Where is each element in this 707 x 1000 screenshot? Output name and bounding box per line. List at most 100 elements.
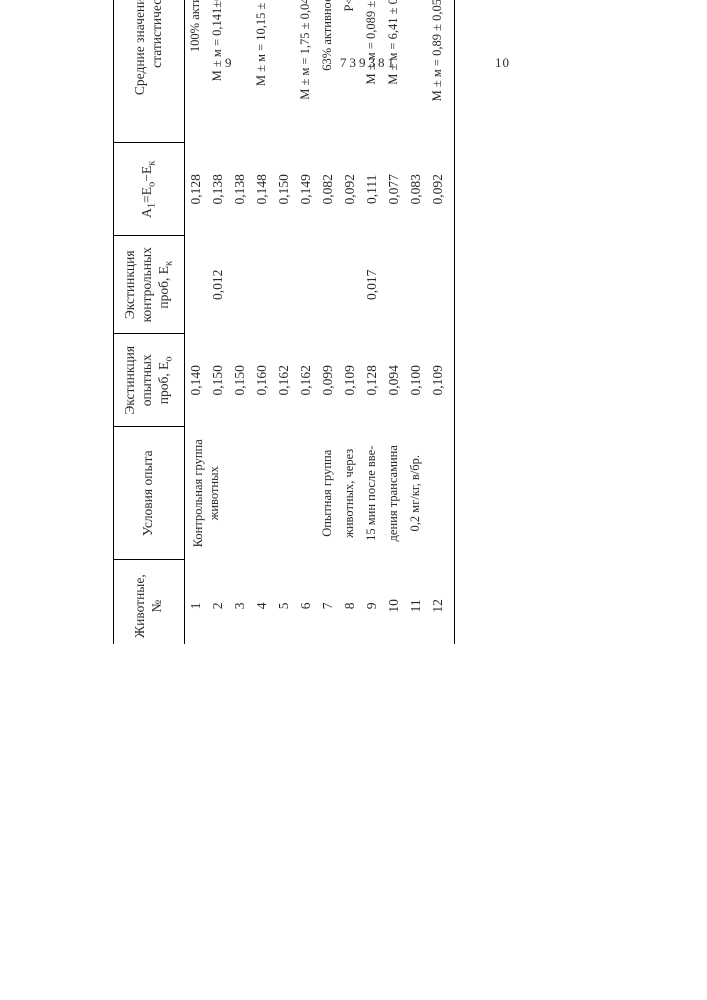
cell-stat: или: [273, 0, 295, 143]
cell-a1: 0,092: [427, 143, 455, 236]
cell-cond: дения трансамина: [383, 427, 405, 560]
table-row: 9 15 мин после вве- 0,128 0,017 0,111 M …: [361, 0, 383, 644]
table-container: Т а б л и ц а 2 Животные, № Условия опыт…: [90, 0, 570, 644]
cell-eo: 0,128: [361, 334, 383, 427]
cell-no: 11: [405, 560, 427, 644]
cell-ek: [273, 236, 295, 334]
cell-ek: [317, 236, 339, 334]
table-row: 8 животных, через 0,109 0,092 P<0,001: [339, 0, 361, 644]
cell-cond: [427, 427, 455, 560]
cell-stat: или: [405, 0, 427, 143]
cell-ek: [229, 236, 251, 334]
table-row: 6 0,162 0,149 M ± м = 1,75 ± 0,04 (нмоль…: [295, 0, 317, 644]
cell-eo: 0,109: [427, 334, 455, 427]
cell-ek: [184, 236, 207, 334]
cell-stat: M ± м = 0,141±0,0035(ед.экст./пр.): [207, 0, 229, 143]
th-a1-s2: о: [147, 182, 158, 187]
cell-stat: M ± м = 0,89 ± 0,05 (нмоль/мг. белка/мин…: [427, 0, 455, 143]
cell-stat: M ± м = 10,15 ± 0,25 (мкмоль/г.тк/ч): [251, 0, 273, 143]
th-eo-l1: Экстинкция: [122, 346, 137, 415]
th-ek-l3: проб, E: [156, 266, 171, 309]
cell-a1: 0,149: [295, 143, 317, 236]
cell-stat: M ± м = 0,089 ± 0,0049(ед.экст./пр.): [361, 0, 383, 143]
cell-no: 9: [361, 560, 383, 644]
table-row: 4 0,160 0,148 M ± м = 10,15 ± 0,25 (мкмо…: [251, 0, 273, 644]
cell-eo: 0,100: [405, 334, 427, 427]
cell-stat: M ± м = 1,75 ± 0,04 (нмоль/мг.белка/мин): [295, 0, 317, 143]
cell-stat: M ± м = 6,41 ± 0,36 (мкмоль/г.тк/ч);: [383, 0, 405, 143]
th-cond: Условия опыта: [114, 427, 185, 560]
cell-eo: 0,150: [207, 334, 229, 427]
cell-ek: [295, 236, 317, 334]
th-ek-l2: контрольных: [139, 247, 154, 322]
th-stat: Средние значения активности МАО, статист…: [114, 0, 185, 143]
th-stat-l2: статистические показатели: [149, 0, 164, 68]
cell-ek: [339, 236, 361, 334]
cell-a1: 0,138: [229, 143, 251, 236]
cell-a1: 0,083: [405, 143, 427, 236]
table-row: 12 0,109 0,092 M ± м = 0,89 ± 0,05 (нмол…: [427, 0, 455, 644]
table-row: 11 0,2 мг/кг, в/бр. 0,100 0,083 или: [405, 0, 427, 644]
th-ek: Экстинкция контрольных проб, Eк: [114, 236, 185, 334]
cell-cond: [295, 427, 317, 560]
cell-no: 4: [251, 560, 273, 644]
cell-a1: 0,092: [339, 143, 361, 236]
cell-cond: животных, через: [339, 427, 361, 560]
cell-a1: 0,111: [361, 143, 383, 236]
table-row: 7 Опытная группа 0,099 0,082 63% активно…: [317, 0, 339, 644]
cell-eo: 0,162: [295, 334, 317, 427]
cell-no: 10: [383, 560, 405, 644]
cell-eo: 0,160: [251, 334, 273, 427]
cell-no: 7: [317, 560, 339, 644]
th-ek-l1: Экстинкция: [122, 250, 137, 319]
cell-a1: 0,082: [317, 143, 339, 236]
th-eo: Экстинкция опытных проб, Eо: [114, 334, 185, 427]
cell-ek: 0,017: [361, 236, 383, 334]
th-a1: A1=Eо−Eк: [114, 143, 185, 236]
cell-cond-1: Контрольная группа животных: [184, 427, 229, 560]
table-row: 10 дения трансамина 0,094 0,077 M ± м = …: [383, 0, 405, 644]
cell-no: 3: [229, 560, 251, 644]
cell-eo: 0,099: [317, 334, 339, 427]
table-row: 1 Контрольная группа животных 0,140 0,12…: [184, 0, 207, 644]
cell-stat: 63% активности МАО; t=10,1;: [317, 0, 339, 143]
cell-a1: 0,077: [383, 143, 405, 236]
cell-no: 6: [295, 560, 317, 644]
cell-no: 1: [184, 560, 207, 644]
cell-no: 12: [427, 560, 455, 644]
cell-cond: 15 мин после вве-: [361, 427, 383, 560]
cell-stat: или: [229, 0, 251, 143]
table-head: Животные, № Условия опыта Экстинкция опы…: [114, 0, 185, 644]
cell-a1: 0,148: [251, 143, 273, 236]
th-a1-s3: к: [147, 161, 158, 166]
cell-cond: [229, 427, 251, 560]
cell-no: 2: [207, 560, 229, 644]
cell-eo: 0,109: [339, 334, 361, 427]
cell-cond: 0,2 мг/кг, в/бр.: [405, 427, 427, 560]
cell-ek: [251, 236, 273, 334]
data-table: Животные, № Условия опыта Экстинкция опы…: [113, 0, 455, 644]
th-stat-l1: Средние значения активности МАО,: [132, 0, 147, 95]
cell-ek: [383, 236, 405, 334]
cell-eo: 0,150: [229, 334, 251, 427]
cell-eo: 0,094: [383, 334, 405, 427]
cell-a1: 0,150: [273, 143, 295, 236]
cell-a1: 0,128: [184, 143, 207, 236]
table-body: 1 Контрольная группа животных 0,140 0,12…: [184, 0, 454, 644]
th-a1-a: A: [139, 208, 154, 218]
cell-no: 8: [339, 560, 361, 644]
cell-ek: [427, 236, 455, 334]
cell-stat: P<0,001: [339, 0, 361, 143]
cell-ek: 0,012: [207, 236, 229, 334]
table-title: Т а б л и ц а 2: [90, 0, 107, 644]
th-eo-sub: о: [163, 356, 174, 361]
page: 9 739381 10 Т а б л и ц а 2 Животные, № …: [0, 0, 707, 1000]
th-a1-m2: −E: [139, 166, 154, 182]
cell-eo: 0,140: [184, 334, 207, 427]
th-a1-s1: 1: [147, 203, 158, 208]
th-a1-m1: =E: [139, 187, 154, 203]
cell-cond: [251, 427, 273, 560]
th-eo-l2: опытных: [139, 354, 154, 406]
cell-cond: Опытная группа: [317, 427, 339, 560]
cell-cond: [273, 427, 295, 560]
